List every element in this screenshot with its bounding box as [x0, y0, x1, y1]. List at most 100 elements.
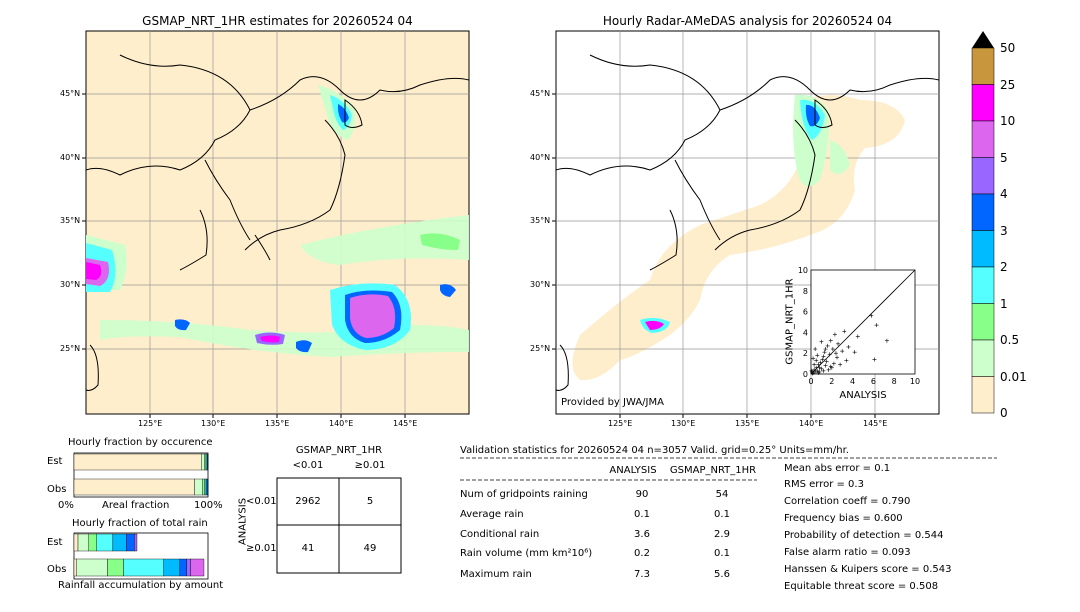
scatter-point: [844, 358, 849, 363]
fraction-segment: [190, 558, 205, 577]
scatter-point: [821, 368, 826, 373]
contingency-col-header: ≥0.01: [354, 460, 386, 471]
scatter-point: [838, 362, 843, 367]
scatter-y-tick: 0: [803, 370, 808, 379]
left-lon-label: 135°E: [265, 419, 290, 428]
scatter-x-tick: 4: [850, 377, 855, 386]
scatter-diagonal: [810, 269, 916, 375]
left-lat-label: 30°N: [60, 280, 81, 289]
stat-row-label: Num of gridpoints raining: [460, 489, 588, 500]
total-rain-est-label: Est: [47, 537, 63, 548]
scatter-point: [810, 371, 815, 376]
scatter-point: [852, 350, 857, 355]
scatter-point: [832, 332, 837, 337]
scatter-point: [827, 352, 832, 357]
scatter-point: [833, 351, 838, 356]
scatter-x-tick: 2: [829, 377, 834, 386]
stat-row-gsmap: 0.1: [714, 548, 730, 559]
right-map-rain: [640, 94, 850, 333]
scatter-point: [809, 368, 814, 373]
left-lon-label: 125°E: [138, 419, 163, 428]
scatter-point: [814, 358, 819, 363]
validation-col-gsmap: GSMAP_NRT_1HR: [669, 465, 757, 476]
stat-row-analysis: 0.2: [634, 548, 650, 559]
left-lat-label: 25°N: [60, 344, 81, 353]
scatter-point: [812, 367, 817, 372]
stat-row-gsmap: 2.9: [714, 529, 730, 540]
stat-row-analysis: 7.3: [634, 569, 650, 580]
stat-row-gsmap: 0.1: [714, 509, 730, 520]
occurrence-tick-100: 100%: [194, 500, 223, 511]
scatter-point: [811, 370, 816, 375]
occurrence-obs-label: Obs: [47, 484, 67, 495]
scatter-point: [813, 369, 818, 374]
scatter-point: [823, 347, 828, 352]
stat-row-analysis: 90: [635, 489, 649, 500]
colorbar-label: 0.5: [1000, 333, 1020, 347]
colorbar-label: 4: [1000, 187, 1008, 201]
fraction-segment: [206, 478, 209, 496]
colorbar-label: 2: [1000, 260, 1008, 274]
score-line: Equitable threat score = 0.508: [784, 581, 939, 592]
occurrence-est-label: Est: [47, 456, 63, 467]
contingency-cell: 49: [363, 543, 377, 554]
scatter-point: [815, 353, 820, 358]
contingency-row-header: <0.01: [246, 496, 277, 507]
left-map-rain: [86, 85, 469, 357]
scatter-y-tick: 8: [803, 287, 808, 296]
scatter-point: [842, 329, 847, 334]
left-lat-label: 45°N: [60, 89, 81, 98]
left-lon-label: 130°E: [201, 419, 226, 428]
contingency-col-header: <0.01: [292, 460, 324, 471]
right-lon-label: 140°E: [799, 419, 824, 428]
occurrence-xlabel: Areal fraction: [102, 500, 170, 511]
scatter-point: [816, 370, 821, 375]
scatter-point: [874, 323, 879, 328]
scatter-point: [830, 347, 835, 352]
data-credit: Provided by JWA/JMA: [561, 397, 664, 408]
stat-row-label: Average rain: [460, 509, 524, 520]
total-rain-obs-label: Obs: [47, 564, 67, 575]
right-lat-label: 30°N: [530, 280, 551, 289]
score-line: Frequency bias = 0.600: [784, 513, 903, 524]
colorbar-label: 10: [1000, 114, 1016, 128]
colorbar-label: 3: [1000, 223, 1008, 238]
right-lon-label: 145°E: [863, 419, 888, 428]
right-lat-label: 45°N: [530, 89, 551, 98]
left-lat-label: 35°N: [60, 216, 81, 225]
right-lon-label: 135°E: [735, 419, 760, 428]
scatter-point: [831, 361, 836, 366]
scatter-y-tick: 10: [798, 266, 808, 275]
score-line: RMS error = 0.3: [784, 479, 864, 490]
score-line: Probability of detection = 0.544: [784, 530, 944, 541]
contingency-title: GSMAP_NRT_1HR: [295, 445, 383, 456]
score-line: Hanssen & Kuipers score = 0.543: [784, 564, 952, 575]
colorbar-label: 1: [1000, 296, 1008, 311]
colorbar-label: 0.01: [1000, 369, 1027, 384]
validation-col-analysis: ANALYSIS: [609, 465, 657, 476]
right-lon-label: 130°E: [671, 419, 696, 428]
scatter-point: [825, 343, 830, 348]
total-rain-title: Hourly fraction of total rain: [72, 518, 208, 529]
scatter-point: [812, 362, 817, 367]
fraction-segment: [134, 533, 138, 552]
scatter-point: [815, 368, 820, 373]
right-lat-label: 25°N: [530, 344, 551, 353]
validation-header: Validation statistics for 20260524 04 n=…: [460, 445, 849, 456]
scatter-point: [884, 338, 889, 343]
scatter-point: [872, 357, 877, 362]
contingency-cell: 5: [366, 496, 374, 507]
scatter-point: [823, 363, 828, 368]
contingency-cell: 2962: [295, 496, 321, 507]
left-lat-label: 40°N: [60, 153, 81, 162]
stat-row-gsmap: 5.6: [714, 569, 730, 580]
score-line: False alarm ratio = 0.093: [784, 547, 911, 558]
scatter-x-tick: 0: [808, 377, 813, 386]
scatter-point: [846, 344, 851, 349]
